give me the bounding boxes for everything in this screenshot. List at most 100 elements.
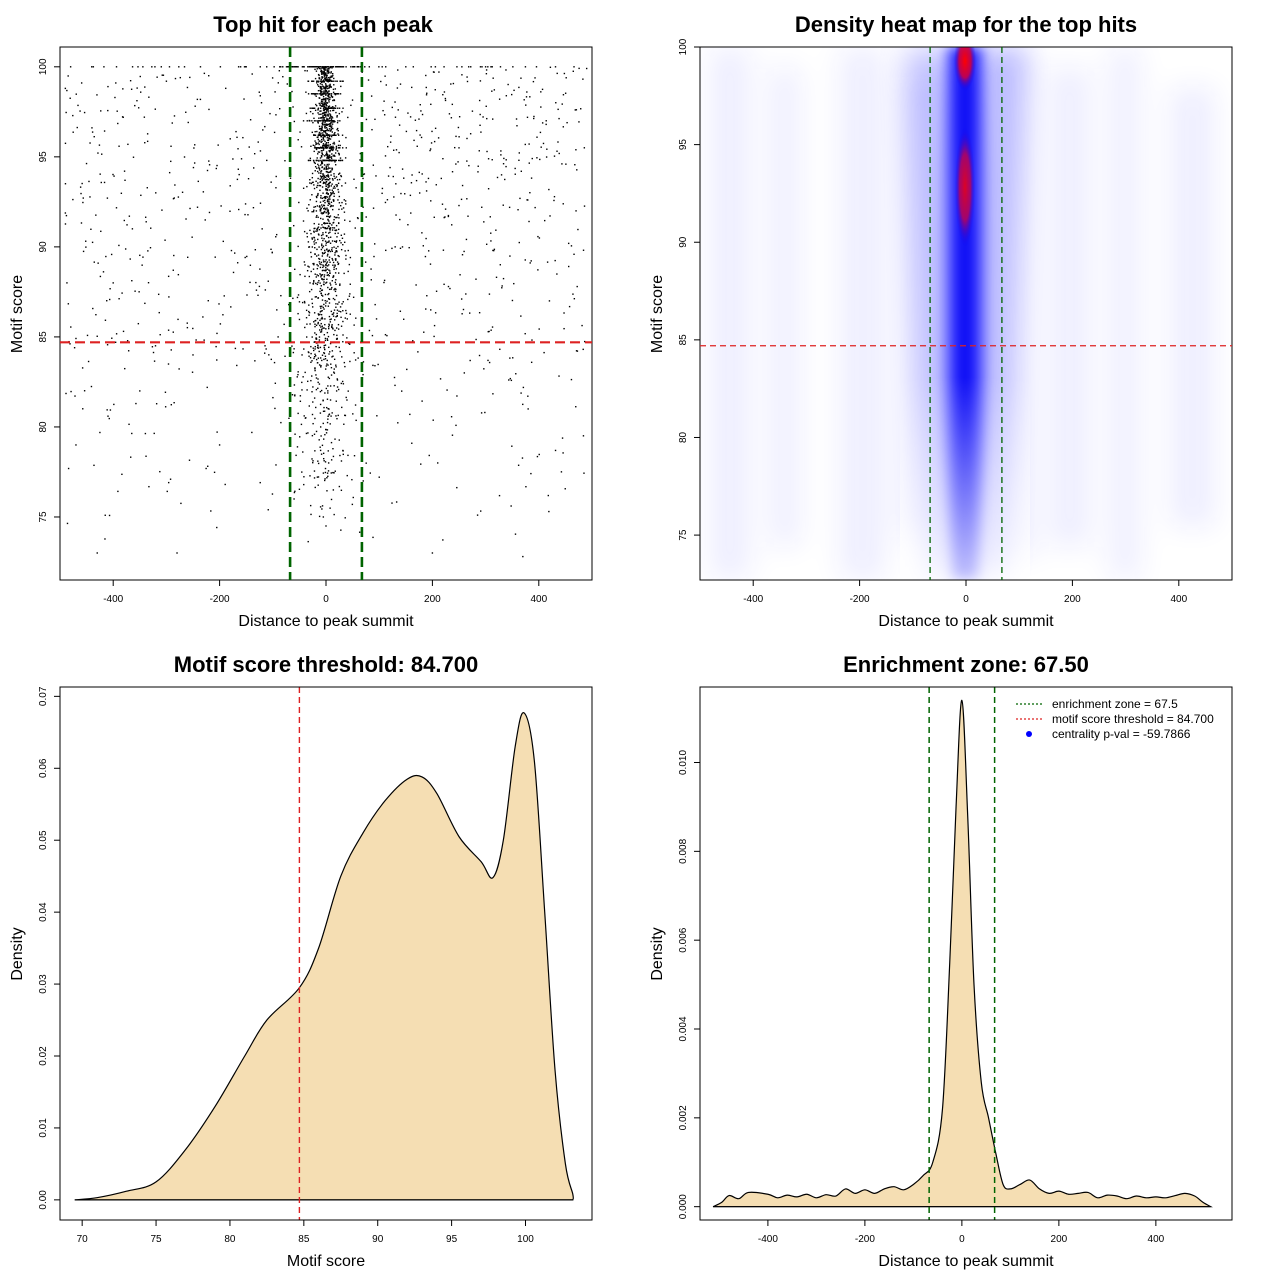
scatter-point [345, 66, 347, 68]
scatter-point [335, 283, 337, 285]
scatter-point [458, 136, 460, 138]
scatter-point [72, 114, 74, 117]
scatter-point [323, 76, 326, 78]
scatter-point [91, 131, 94, 133]
scatter-point [558, 152, 560, 155]
scatter-point [318, 120, 320, 122]
scatter-point [309, 229, 311, 232]
scatter-point [315, 143, 317, 145]
scatter-point [408, 246, 410, 249]
scatter-point [325, 114, 327, 117]
scatter-point [311, 211, 313, 213]
scatter-point [319, 313, 321, 316]
scatter-point [330, 157, 333, 160]
scatter-point [365, 462, 367, 464]
scatter-point [325, 99, 327, 101]
scatter-point [321, 444, 324, 447]
scatter-point [325, 132, 327, 134]
scatter-point [95, 313, 97, 316]
scatter-point [492, 249, 494, 252]
scatter-point [338, 195, 341, 198]
scatter-point [395, 501, 398, 503]
scatter-point [387, 175, 390, 177]
scatter-point [490, 329, 492, 331]
scatter-point [298, 318, 301, 321]
scatter-point [393, 196, 395, 198]
scatter-point [278, 107, 281, 110]
scatter-point [203, 339, 205, 341]
scatter-point [322, 472, 325, 474]
scatter-point [66, 89, 68, 92]
y-tick-label: 75 [38, 511, 49, 523]
scatter-point [313, 341, 315, 343]
scatter-point [324, 127, 326, 129]
scatter-point [323, 118, 325, 120]
scatter-point [320, 292, 322, 295]
scatter-point [317, 142, 320, 144]
scatter-point [323, 72, 325, 74]
scatter-point [331, 131, 333, 133]
scatter-point [326, 222, 329, 225]
scatter-point [322, 116, 324, 119]
scatter-point [210, 510, 212, 512]
scatter-point [323, 222, 325, 224]
scatter-point [319, 319, 321, 322]
scatter-point [291, 90, 293, 93]
scatter-point [205, 467, 207, 470]
scatter-point [338, 439, 340, 441]
scatter-point [330, 93, 332, 95]
scatter-point [466, 76, 468, 78]
scatter-point [322, 137, 325, 140]
scatter-point [318, 257, 320, 260]
scatter-point [416, 145, 418, 147]
scatter-point [315, 147, 317, 149]
y-tick-label: 0.010 [678, 750, 689, 775]
scatter-point [311, 237, 313, 239]
scatter-point [249, 264, 252, 266]
scatter-point [314, 273, 316, 275]
scatter-point [355, 187, 357, 189]
scatter-point [329, 222, 331, 225]
scatter-point [530, 472, 532, 475]
scatter-point [337, 120, 339, 122]
scatter-point [409, 194, 412, 197]
scatter-point [219, 66, 222, 68]
scatter-point [314, 296, 317, 298]
scatter-point [469, 359, 471, 362]
scatter-point [325, 85, 327, 88]
scatter-point [308, 314, 310, 316]
scatter-point [478, 99, 481, 102]
scatter-point [311, 246, 314, 248]
scatter-point [152, 351, 155, 354]
scatter-point [312, 159, 315, 162]
scatter-point [507, 83, 509, 86]
scatter-point [326, 196, 329, 198]
scatter-point [575, 406, 577, 408]
scatter-point [304, 264, 306, 266]
scatter-point [321, 197, 324, 200]
scatter-point [574, 164, 576, 166]
scatter-point [310, 361, 312, 364]
scatter-point [280, 66, 282, 68]
scatter-point [266, 159, 268, 162]
scatter-point [323, 67, 325, 70]
scatter-point [316, 80, 318, 82]
scatter-point [341, 201, 343, 204]
scatter-point [343, 199, 345, 201]
scatter-point [321, 80, 323, 82]
scatter-point [351, 503, 354, 506]
scatter-point [307, 265, 309, 267]
scatter-point [326, 79, 329, 82]
scatter-point [328, 315, 331, 318]
scatter-point [433, 140, 436, 143]
scatter-point [522, 555, 524, 558]
scatter-point [321, 105, 324, 107]
scatter-point [244, 203, 247, 205]
scatter-point [334, 232, 336, 235]
scatter-point [517, 464, 520, 466]
scatter-point [222, 314, 224, 316]
scatter-point [328, 157, 330, 160]
scatter-point [123, 219, 126, 222]
score-density-ylabel: Density [9, 927, 26, 980]
scatter-point [282, 76, 284, 78]
